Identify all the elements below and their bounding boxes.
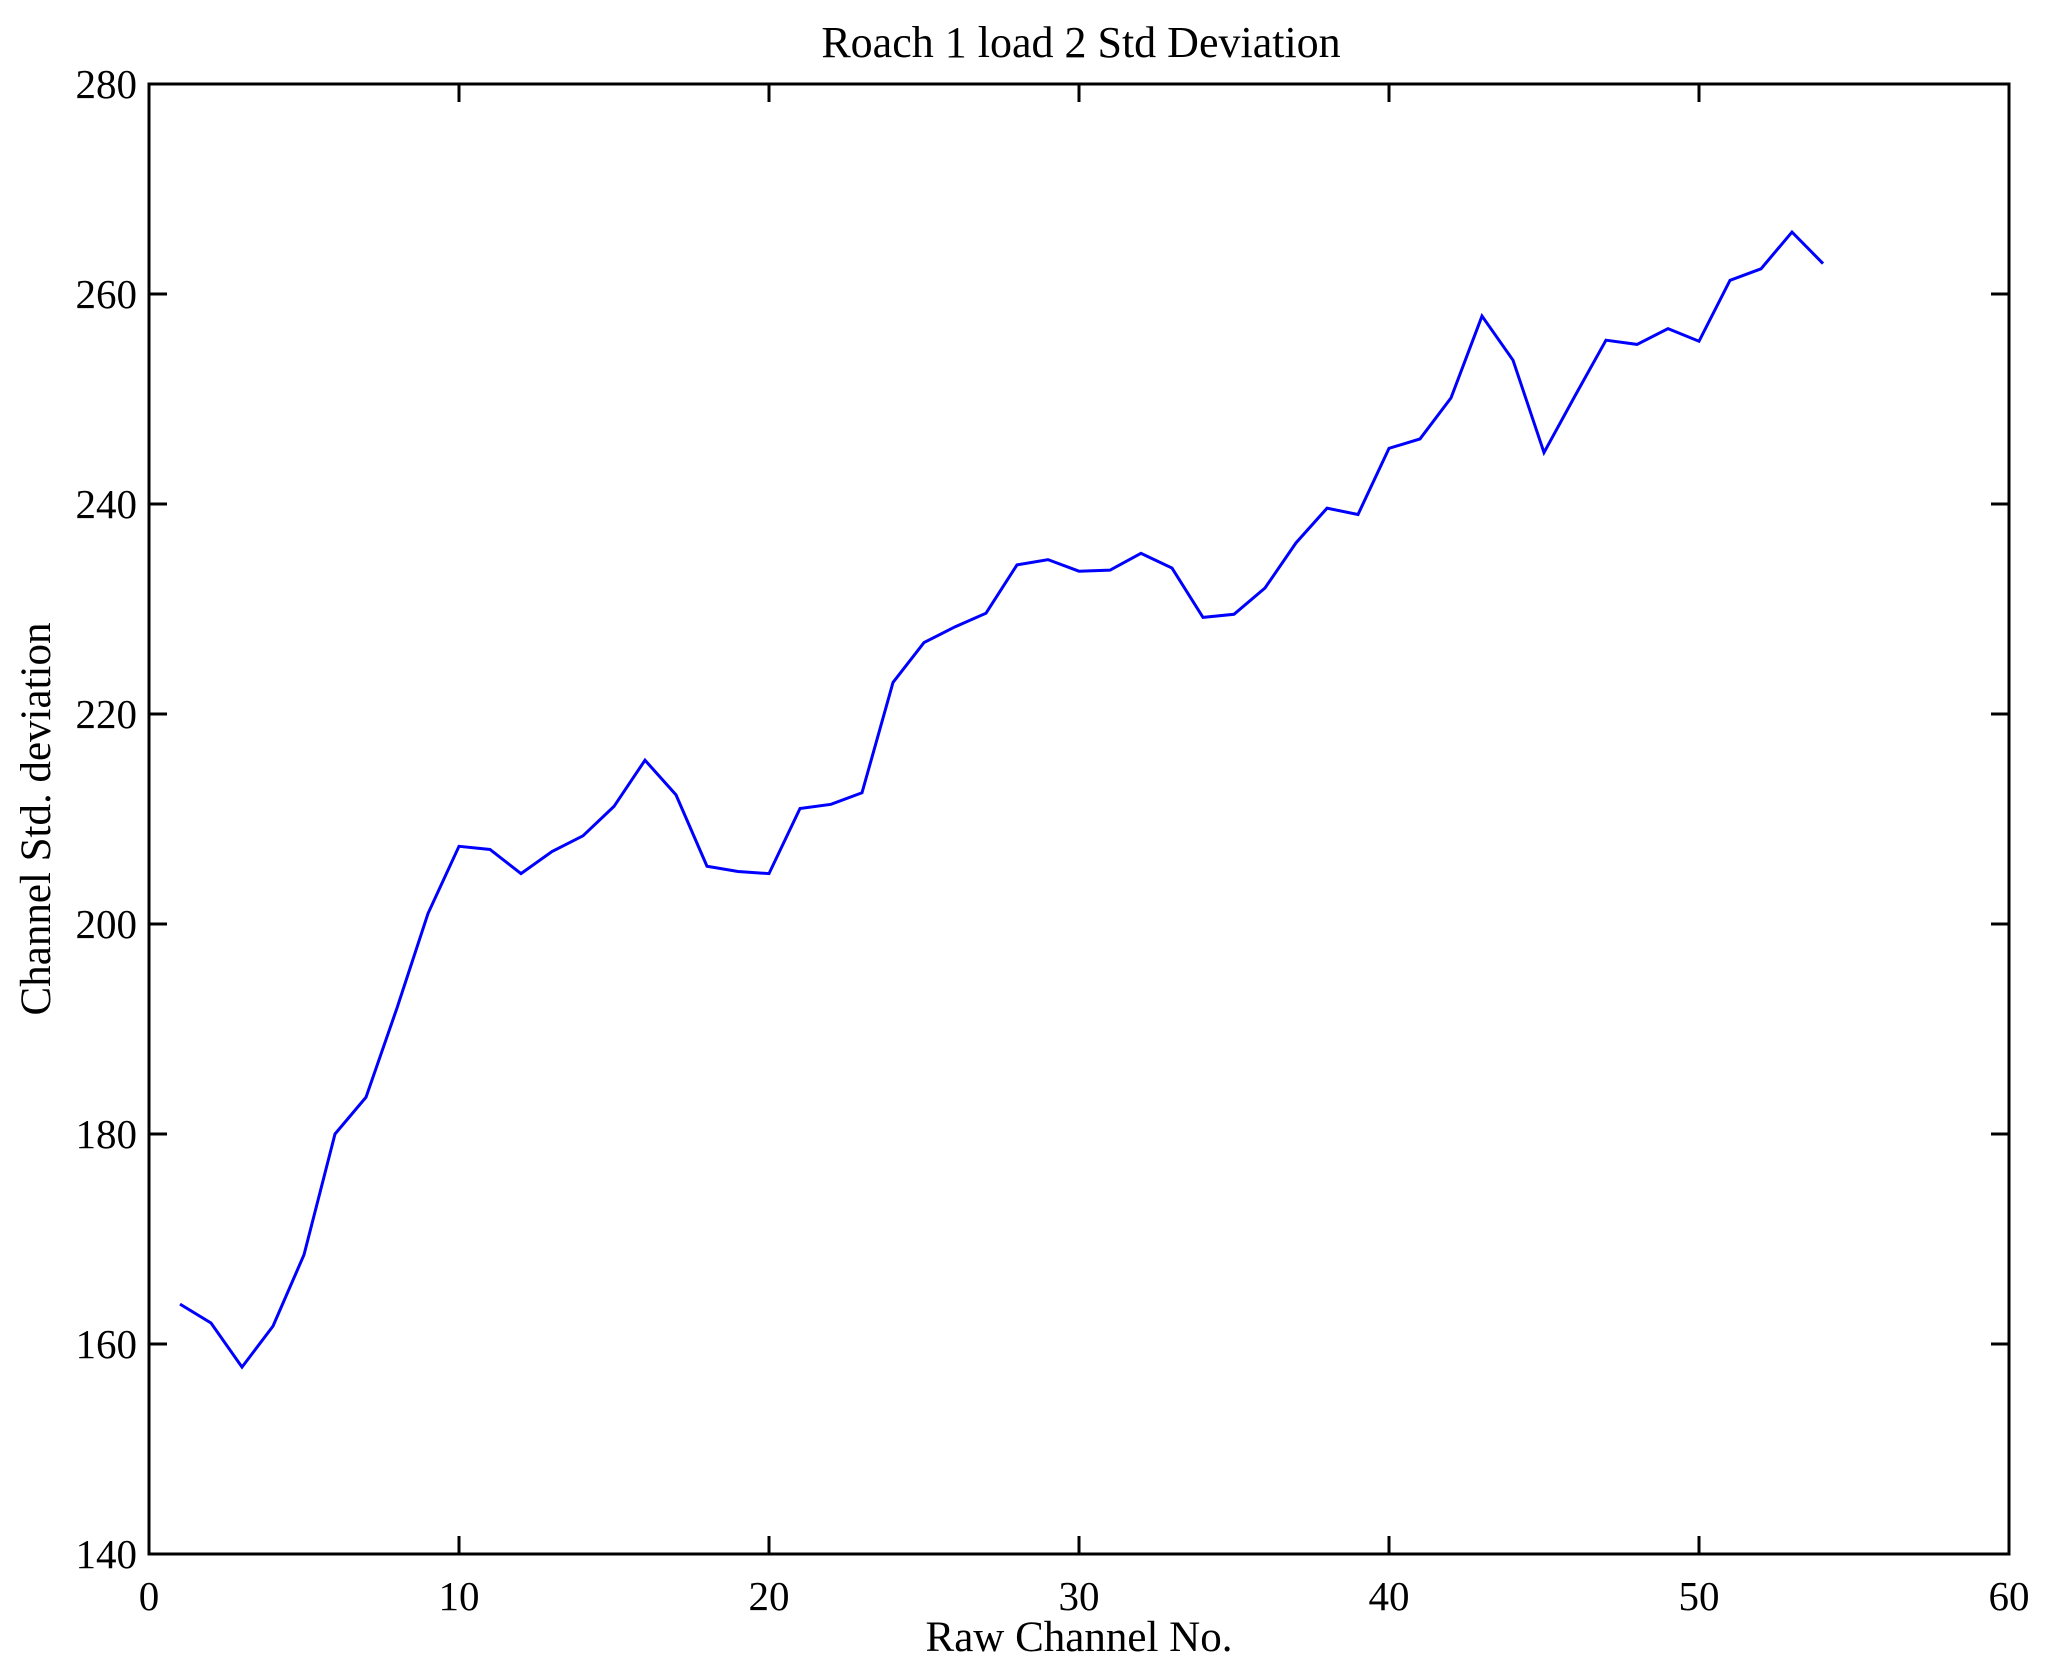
plot-area xyxy=(147,82,2011,1556)
channel-std-deviation-line xyxy=(179,229,1825,1370)
x-tick-label: 50 xyxy=(1679,1573,1720,1619)
y-tick-label: 140 xyxy=(76,1531,138,1577)
x-tick-label: 30 xyxy=(1059,1573,1100,1619)
x-tick-label: 0 xyxy=(139,1573,160,1619)
y-tick-label: 180 xyxy=(76,1111,138,1157)
axis-tick-labels: 0 10 20 30 40 50 60 140 160 180 200 220 240 260 280 xyxy=(76,61,2030,1619)
x-tick-label: 40 xyxy=(1369,1573,1410,1619)
y-tick-label: 220 xyxy=(76,691,138,737)
axis-ticks xyxy=(147,82,2011,1556)
y-axis-label: Channel Std. deviation xyxy=(13,623,60,1016)
y-tick-label: 240 xyxy=(76,481,138,527)
x-axis-label: Raw Channel No. xyxy=(926,1614,1233,1661)
data-series xyxy=(179,229,1825,1370)
y-tick-label: 200 xyxy=(76,901,138,947)
x-tick-label: 60 xyxy=(1989,1573,2030,1619)
x-tick-label: 10 xyxy=(439,1573,480,1619)
y-tick-label: 260 xyxy=(76,271,138,317)
y-tick-label: 280 xyxy=(76,61,138,107)
x-tick-label: 20 xyxy=(749,1573,790,1619)
chart-title: Roach 1 load 2 Std Deviation xyxy=(821,18,1340,67)
y-tick-label: 160 xyxy=(76,1321,138,1367)
